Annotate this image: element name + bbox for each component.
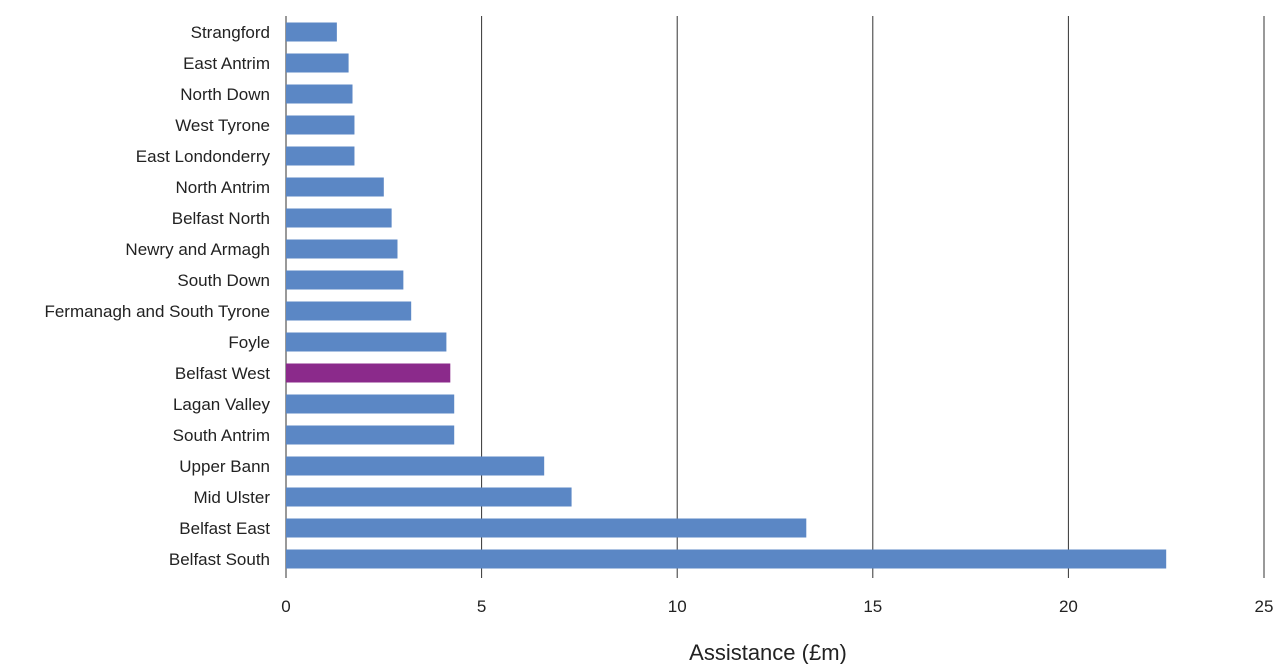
- bar: [286, 146, 355, 166]
- bar: [286, 177, 384, 197]
- category-label: Belfast North: [172, 209, 270, 228]
- bar: [286, 22, 337, 42]
- bar: [286, 115, 355, 135]
- category-label: Belfast South: [169, 550, 270, 569]
- category-label: Lagan Valley: [173, 395, 271, 414]
- category-label: North Down: [180, 85, 270, 104]
- bar: [286, 208, 392, 228]
- bar: [286, 270, 404, 290]
- bar: [286, 487, 572, 507]
- x-tick-label: 0: [281, 597, 290, 616]
- category-label: South Down: [177, 271, 270, 290]
- category-label: Strangford: [191, 23, 270, 42]
- x-tick-label: 20: [1059, 597, 1078, 616]
- category-label: North Antrim: [176, 178, 270, 197]
- category-labels: Strangford East Antrim North Down West Tyro…: [44, 23, 270, 569]
- bar: [286, 456, 545, 476]
- category-label: Fermanagh and South Tyrone: [44, 302, 270, 321]
- category-label: Mid Ulster: [193, 488, 270, 507]
- category-label: Belfast West: [175, 364, 270, 383]
- x-tick-label: 15: [863, 597, 882, 616]
- category-label: Belfast East: [179, 519, 270, 538]
- category-label: Foyle: [228, 333, 270, 352]
- bar: [286, 363, 451, 383]
- x-tick-labels: 0 5 10 15 20 25: [281, 597, 1273, 616]
- bar: [286, 518, 807, 538]
- category-label: South Antrim: [173, 426, 270, 445]
- bar: [286, 332, 447, 352]
- x-tick-label: 10: [668, 597, 687, 616]
- bars: [286, 22, 1167, 569]
- category-label: Newry and Armagh: [125, 240, 270, 259]
- bar: [286, 53, 349, 73]
- bar: [286, 394, 455, 414]
- x-tick-label: 25: [1255, 597, 1274, 616]
- category-label: East Londonderry: [136, 147, 271, 166]
- bar: [286, 84, 353, 104]
- bar: [286, 549, 1167, 569]
- category-label: Upper Bann: [179, 457, 270, 476]
- category-label: East Antrim: [183, 54, 270, 73]
- gridlines: [285, 16, 1265, 578]
- bar: [286, 425, 455, 445]
- category-label: West Tyrone: [175, 116, 270, 135]
- x-tick-label: 5: [477, 597, 486, 616]
- bar: [286, 301, 412, 321]
- bar: [286, 239, 398, 259]
- x-axis-title: Assistance (£m): [689, 640, 847, 664]
